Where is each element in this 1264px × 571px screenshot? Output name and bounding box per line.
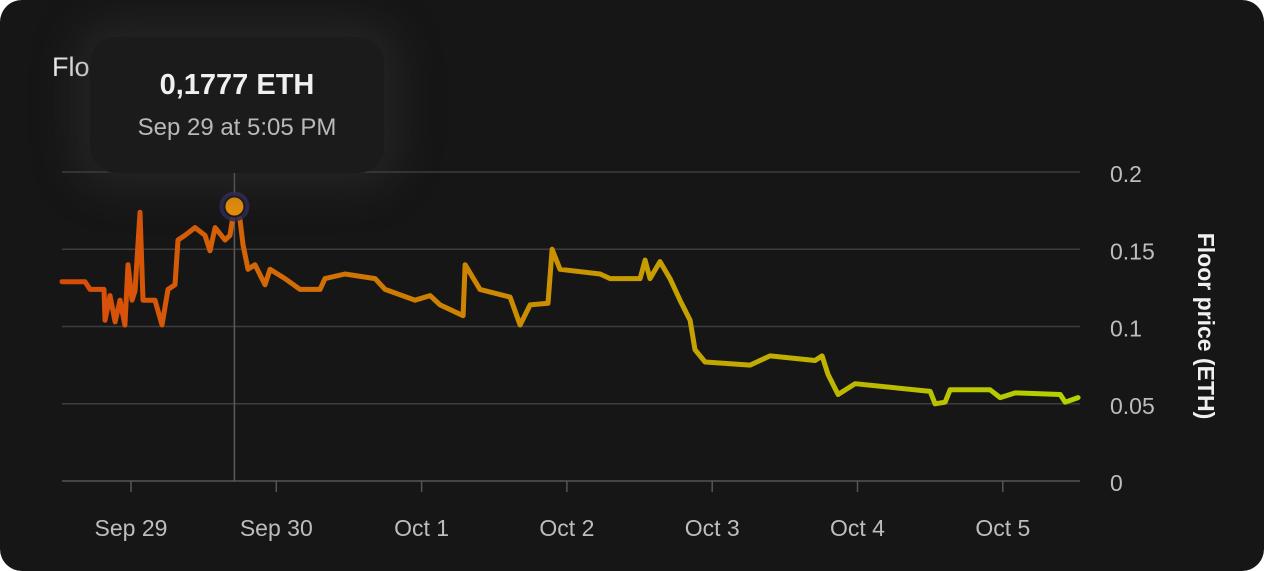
x-tick-label: Oct 5	[975, 515, 1030, 541]
y-tick-label: 0.05	[1110, 393, 1155, 419]
x-tick-label: Oct 4	[830, 515, 885, 541]
tooltip-value: 0,1777 ETH	[159, 69, 315, 101]
floor-price-line	[59, 204, 1081, 407]
x-tick-label: Sep 29	[95, 515, 168, 541]
y-tick-label: 0.1	[1110, 316, 1142, 342]
x-tick-label: Sep 30	[240, 515, 313, 541]
y-tick-label: 0.15	[1110, 238, 1155, 264]
x-tick-label: Oct 1	[394, 515, 449, 541]
tooltip-date: Sep 29 at 5:05 PM	[137, 114, 337, 141]
y-tick-label: 0	[1110, 470, 1123, 496]
x-tick-label: Oct 3	[685, 515, 740, 541]
x-tick-label: Oct 2	[539, 515, 594, 541]
highlight-point	[223, 195, 246, 218]
chart-tooltip: 0,1777 ETH Sep 29 at 5:05 PM	[90, 37, 384, 173]
y-axis-label: Floor price (ETH)	[1193, 233, 1219, 420]
y-tick-label: 0.2	[1110, 161, 1142, 187]
